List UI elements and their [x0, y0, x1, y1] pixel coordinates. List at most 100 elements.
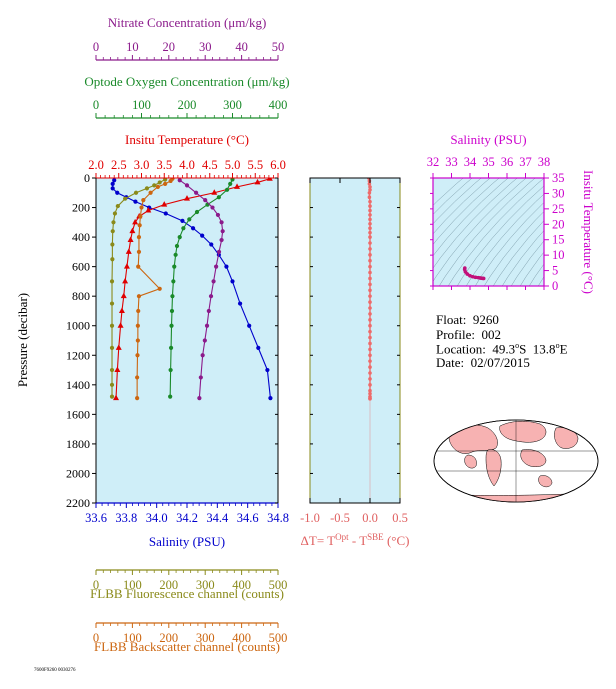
backscatter-point — [141, 198, 146, 203]
temperature-axis-label: Insitu Temperature (°C) — [125, 132, 249, 147]
pressure-tick-label: 0 — [84, 171, 90, 185]
pressure-tick-label: 2200 — [66, 496, 90, 510]
oxygen-point — [170, 294, 175, 299]
temperature-point — [123, 263, 130, 269]
nitrate-point — [204, 323, 210, 328]
oxygen-axis-label: Optode Oxygen Concentration (μm/kg) — [84, 74, 289, 89]
pressure-tick-label: 1400 — [66, 378, 90, 392]
fluorescence-tick-label: 200 — [159, 578, 178, 592]
dt-tick-label: 0.5 — [392, 511, 408, 525]
temperature-point — [117, 322, 124, 328]
ts-y-tick-label: 25 — [552, 202, 565, 216]
ts-y-tick-label: 0 — [552, 279, 558, 293]
dt-line — [368, 178, 371, 399]
dt-point — [368, 258, 372, 263]
backscatter-point — [135, 396, 140, 401]
temperature-point — [120, 292, 127, 299]
backscatter-axis-label: FLBB Backscatter channel (counts) — [94, 639, 280, 654]
nitrate-point — [219, 237, 224, 243]
temperature-point — [118, 307, 125, 313]
main-series-group — [109, 178, 273, 401]
temperature-point — [184, 195, 190, 201]
pressure-tick-label: 200 — [72, 201, 90, 215]
temperature-point — [113, 394, 120, 401]
fluorescence-point — [133, 190, 139, 195]
dt-point — [368, 199, 372, 204]
dt-point — [368, 300, 372, 304]
nitrate-point — [198, 375, 203, 380]
ts-x-tick-label: 37 — [519, 155, 532, 169]
nitrate-point — [194, 190, 199, 195]
ts-contour-line — [433, 178, 509, 257]
location-ew: E — [559, 341, 568, 357]
dt-point — [368, 335, 372, 340]
salinity-point — [163, 211, 168, 216]
location: Location: 49.3oS 13.8oE — [436, 341, 568, 357]
dt-point — [368, 188, 372, 192]
fluorescence-point — [152, 183, 157, 188]
nitrate-point — [202, 338, 207, 343]
backscatter-tick-label: 100 — [123, 631, 142, 645]
dt-point — [368, 264, 372, 269]
dt-tick-label: -1.0 — [300, 511, 320, 525]
ts-y-tick-label: 20 — [552, 217, 565, 231]
backscatter-point — [136, 234, 142, 240]
temperature-point — [129, 227, 136, 234]
backscatter-tick-label: 0 — [93, 631, 99, 645]
dt-point — [368, 282, 372, 287]
oxygen-point — [168, 367, 173, 373]
nitrate-point — [210, 205, 215, 210]
dt-point — [368, 312, 372, 316]
ts-y-tick-label: 35 — [552, 171, 565, 185]
oxygen-point — [177, 234, 182, 240]
dt-point — [367, 195, 372, 200]
oxygen-point — [173, 252, 178, 257]
salinity-point — [115, 190, 120, 195]
salinity-axis-label: Salinity (PSU) — [149, 534, 225, 549]
fluorescence-point — [112, 211, 118, 216]
ts-contour-line — [519, 251, 544, 286]
ts-contour-line — [433, 178, 518, 269]
backscatter-point — [136, 294, 142, 299]
dt-point — [368, 365, 372, 369]
fluorescence-point — [157, 180, 162, 185]
fluorescence-point — [109, 367, 115, 373]
ts-x-tick-label: 33 — [445, 155, 458, 169]
pressure-axis-label: Pressure (decibar) — [15, 293, 30, 387]
temperature-point — [145, 207, 152, 213]
ts-point — [473, 275, 478, 280]
temperature-point — [234, 183, 241, 189]
nitrate-point — [206, 308, 211, 314]
nitrate-point — [220, 229, 225, 234]
nitrate-point — [200, 353, 205, 358]
ts-point — [481, 276, 486, 281]
ts-y-axis-label: Insitu Temperature (°C) — [581, 170, 596, 294]
ts-contour-line — [433, 178, 500, 245]
salinity-point — [247, 323, 252, 328]
main-plot-area — [96, 178, 278, 503]
salinity-tick-label: 34.8 — [267, 511, 289, 525]
oxygen-point — [168, 394, 173, 399]
ts-contour-line — [456, 185, 544, 286]
oxygen-point — [169, 308, 175, 314]
dt-point — [368, 341, 372, 346]
ts-point — [465, 272, 470, 276]
fluorescence-point — [110, 229, 115, 234]
degree-symbol: o — [555, 341, 560, 350]
dt-axis-label: ΔT= TOpt - TSBE (°C) — [301, 532, 410, 548]
pressure-tick-label: 1600 — [66, 407, 90, 421]
dt-plot-area — [310, 178, 400, 503]
oxygen-tick-label: 300 — [223, 98, 242, 112]
temperature-point — [266, 178, 273, 181]
dt-series-group — [367, 178, 372, 503]
backscatter-point — [139, 205, 144, 210]
oxygen-tick-label: 0 — [93, 98, 99, 112]
pressure-tick-label: 400 — [72, 230, 90, 244]
fluorescence-tick-label: 400 — [232, 578, 251, 592]
ts-contour-line — [438, 178, 536, 286]
ts-contour-line — [433, 178, 527, 282]
ts-contour-line — [528, 263, 544, 286]
backscatter-point — [163, 181, 168, 187]
fluorescence-tick-label: 500 — [269, 578, 288, 592]
